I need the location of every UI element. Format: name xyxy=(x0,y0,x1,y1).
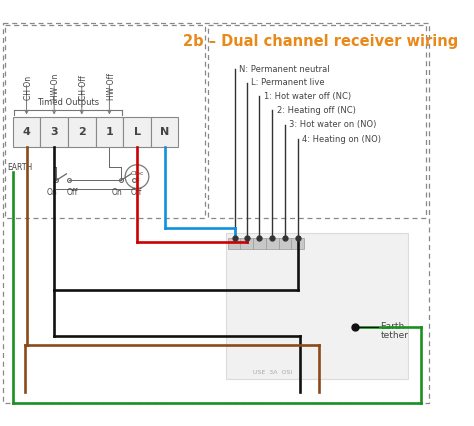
Bar xyxy=(292,238,304,248)
Bar xyxy=(68,118,96,147)
Text: On: On xyxy=(46,188,57,197)
Text: 3: Hot water on (NO): 3: Hot water on (NO) xyxy=(290,120,377,129)
Text: 2b – Dual channel receiver wiring: 2b – Dual channel receiver wiring xyxy=(183,34,458,49)
Bar xyxy=(123,118,151,147)
Text: 1: Hot water off (NC): 1: Hot water off (NC) xyxy=(264,92,351,101)
Bar xyxy=(226,233,408,379)
Text: EARTH: EARTH xyxy=(7,163,33,172)
Text: CH Off: CH Off xyxy=(79,75,88,100)
Text: 2: Heating off (NC): 2: Heating off (NC) xyxy=(277,106,356,115)
Bar xyxy=(151,118,178,147)
Bar xyxy=(253,238,266,248)
Bar xyxy=(13,118,40,147)
Text: 1: 1 xyxy=(106,127,113,138)
Text: L: L xyxy=(134,127,140,138)
Text: USE  3A  OSI: USE 3A OSI xyxy=(254,371,293,375)
Text: On: On xyxy=(111,188,122,197)
Text: 2: 2 xyxy=(78,127,86,138)
Text: 4: Heating on (NO): 4: Heating on (NO) xyxy=(302,135,381,144)
Text: Off: Off xyxy=(131,188,142,197)
Text: Off: Off xyxy=(66,188,78,197)
Text: L: Permanent live: L: Permanent live xyxy=(251,78,325,87)
Text: 3: 3 xyxy=(50,127,58,138)
Text: Cloc
k: Cloc k xyxy=(130,171,144,182)
Text: N: N xyxy=(160,127,169,138)
Text: HW On: HW On xyxy=(52,74,61,100)
Text: Earth: Earth xyxy=(381,322,405,331)
Bar xyxy=(279,238,292,248)
Text: CH On: CH On xyxy=(24,76,33,100)
Bar xyxy=(96,118,123,147)
Text: N: Permanent neutral: N: Permanent neutral xyxy=(239,65,330,74)
Bar xyxy=(228,238,241,248)
Text: tether: tether xyxy=(381,331,409,340)
Text: HW Off: HW Off xyxy=(107,73,116,100)
Bar xyxy=(240,238,253,248)
Text: Timed Outputs: Timed Outputs xyxy=(37,98,99,107)
Text: 4: 4 xyxy=(23,127,30,138)
Bar xyxy=(40,118,68,147)
Bar xyxy=(266,238,279,248)
